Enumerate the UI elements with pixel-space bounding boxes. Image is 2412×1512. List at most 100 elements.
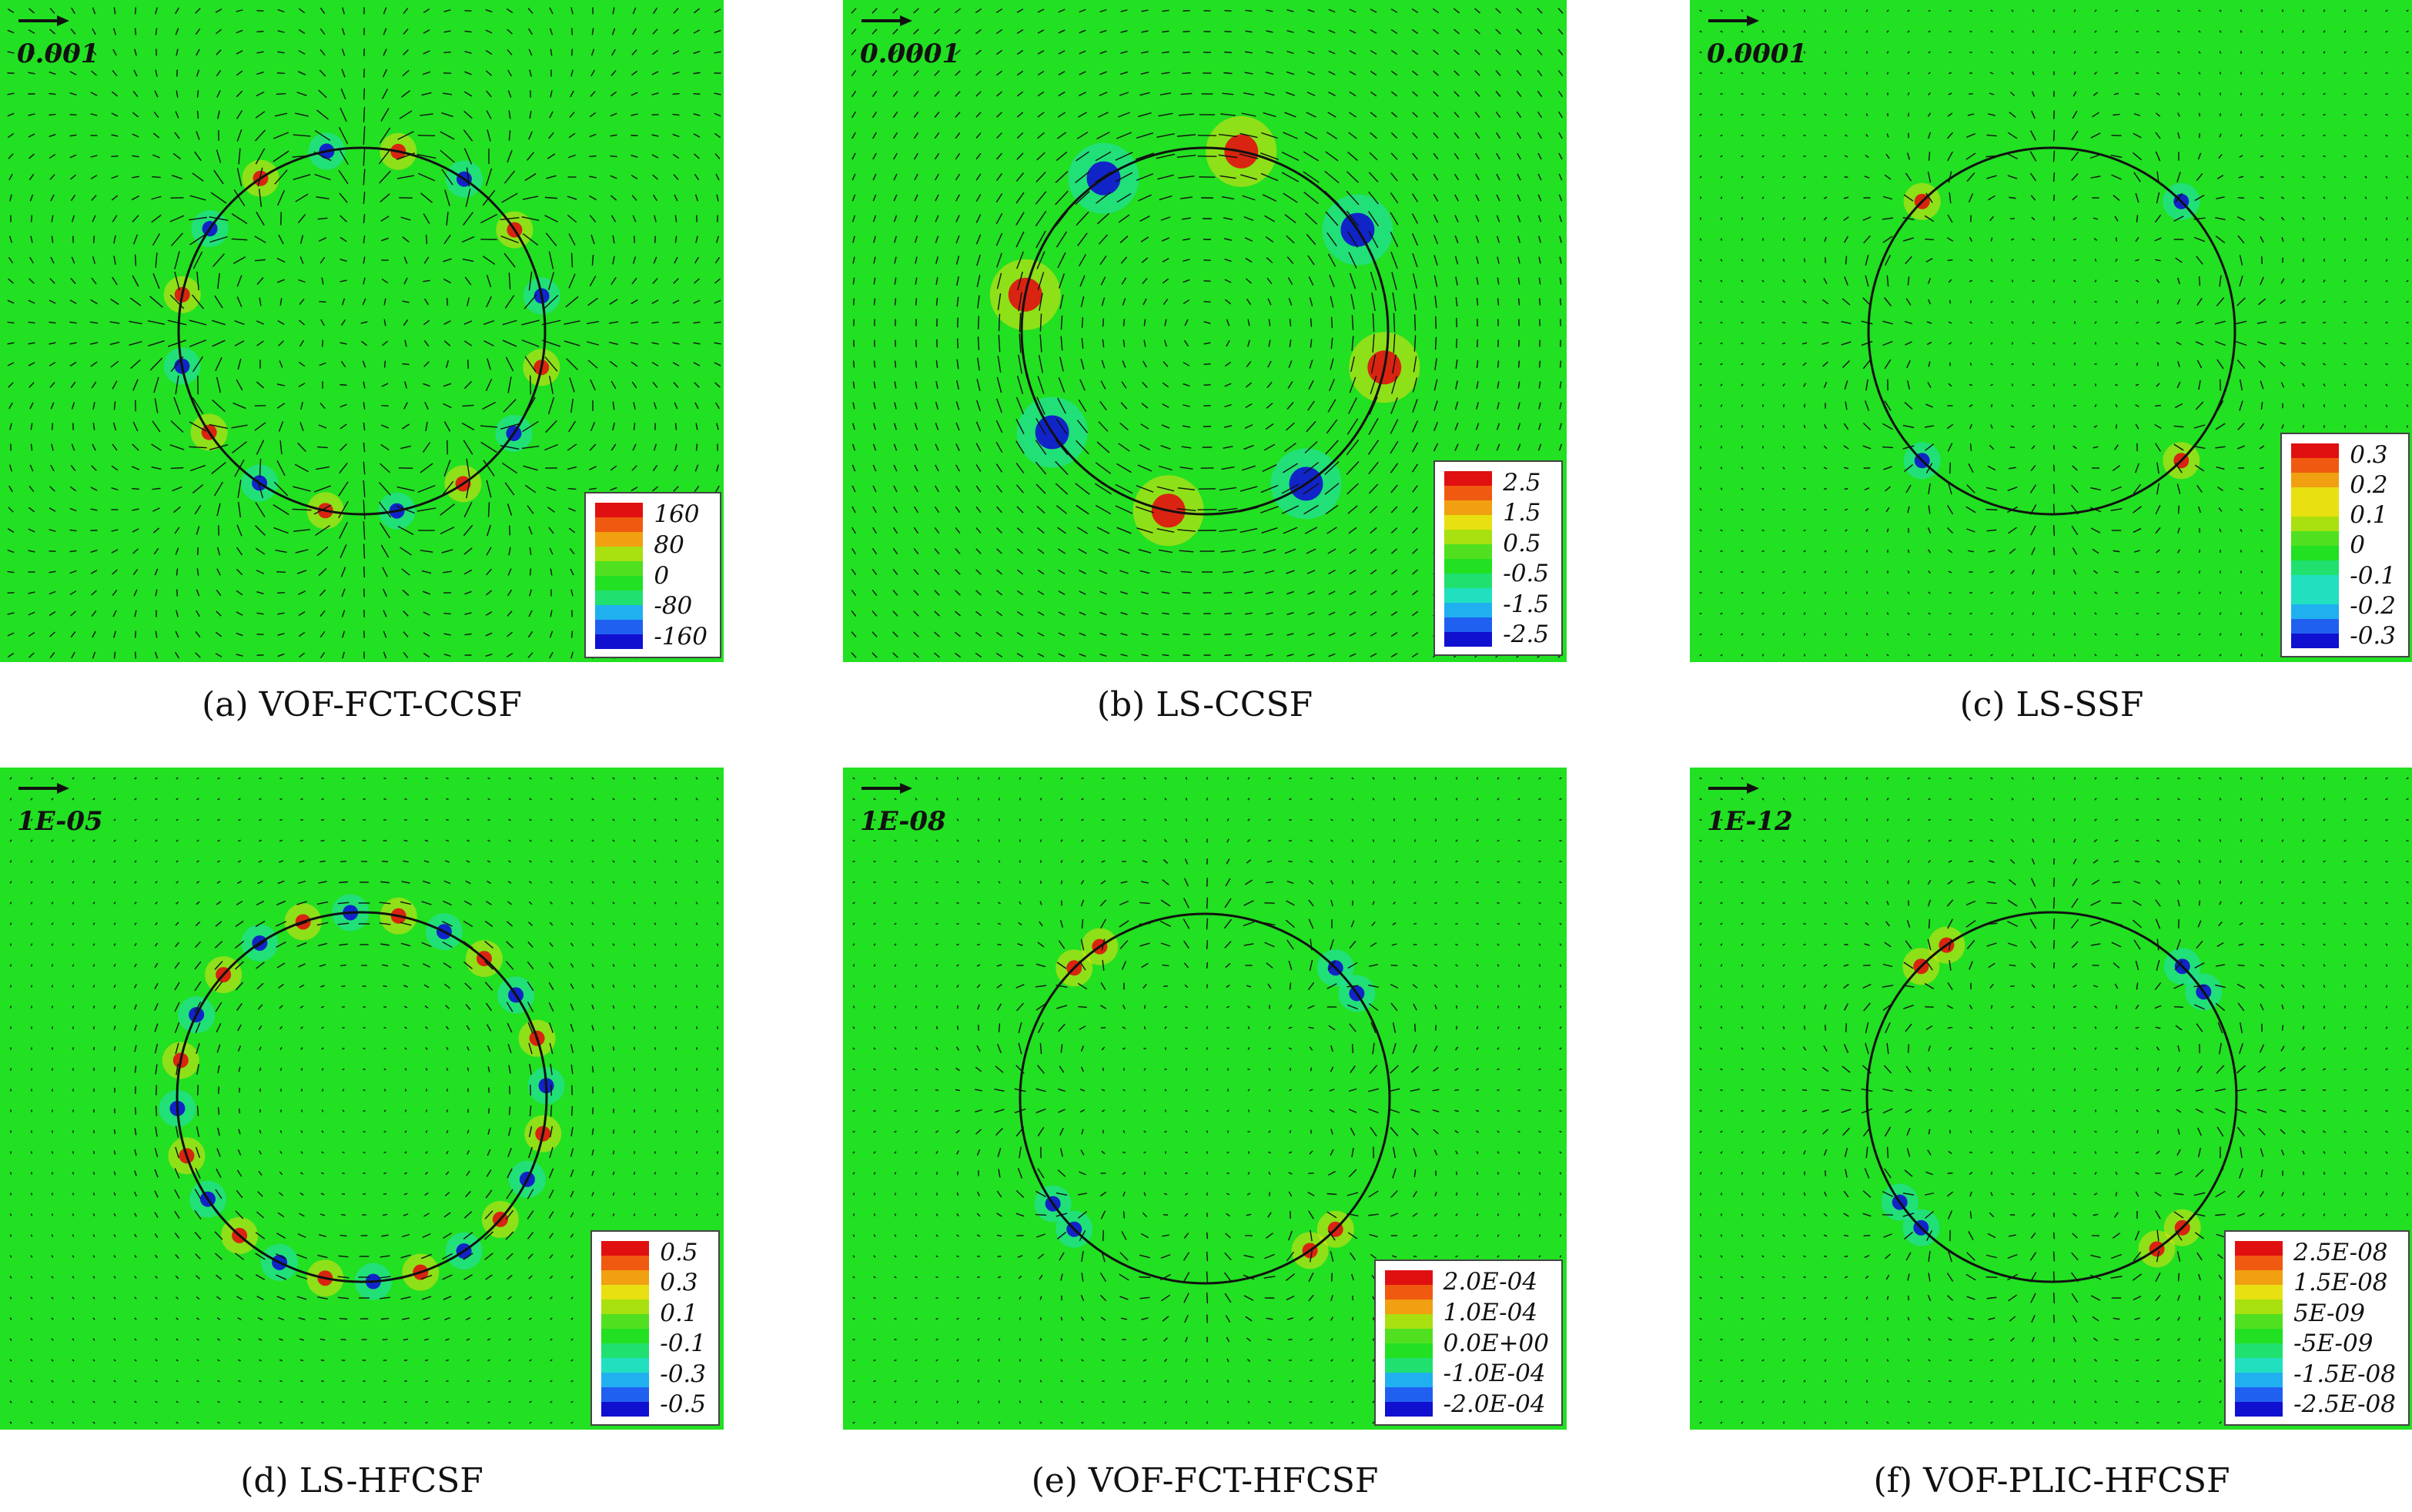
velocity-vector	[360, 340, 368, 346]
velocity-vector	[417, 484, 436, 493]
velocity-vector	[2279, 342, 2287, 345]
velocity-vector	[464, 982, 472, 990]
velocity-vector	[1393, 333, 1396, 353]
velocity-vector	[320, 1359, 325, 1362]
velocity-vector	[1286, 30, 1294, 33]
legend-swatch	[2291, 487, 2340, 502]
velocity-vector	[935, 443, 939, 451]
velocity-vector	[2364, 383, 2367, 386]
velocity-vector	[236, 379, 243, 391]
velocity-vector	[674, 215, 677, 222]
velocity-vector	[1120, 30, 1128, 33]
velocity-vector	[2011, 633, 2014, 636]
velocity-vector	[1413, 881, 1417, 884]
velocity-vector	[2177, 9, 2180, 12]
velocity-vector	[2094, 301, 2097, 303]
velocity-vector	[852, 423, 855, 430]
velocity-vector	[216, 376, 222, 393]
velocity-vector	[487, 1400, 490, 1403]
velocity-vector	[2115, 654, 2118, 657]
velocity-vector	[209, 423, 229, 430]
velocity-vector	[2198, 591, 2201, 594]
velocity-vector	[695, 943, 698, 946]
velocity-vector	[2113, 92, 2119, 95]
velocity-vector	[321, 1026, 324, 1029]
velocity-vector	[1100, 880, 1106, 885]
velocity-vector	[1330, 798, 1333, 801]
velocity-vector	[2237, 445, 2245, 450]
velocity-vector	[1906, 360, 1911, 369]
velocity-vector	[1558, 443, 1563, 451]
velocity-vector	[383, 1068, 386, 1071]
velocity-vector	[1225, 878, 1231, 887]
velocity-vector	[256, 381, 265, 389]
velocity-vector	[217, 1380, 220, 1383]
velocity-vector	[955, 49, 961, 55]
velocity-vector	[1411, 652, 1419, 658]
velocity-vector	[279, 839, 283, 842]
velocity-vector	[49, 570, 56, 574]
velocity-vector	[1411, 442, 1419, 453]
velocity-vector	[1823, 467, 1828, 470]
velocity-vector	[609, 360, 618, 368]
velocity-vector	[529, 1421, 532, 1424]
velocity-vector	[1823, 381, 1828, 389]
velocity-vector	[955, 215, 960, 222]
velocity-vector	[403, 402, 408, 410]
velocity-vector	[1268, 319, 1271, 326]
velocity-vector	[1138, 194, 1152, 202]
velocity-vector	[507, 568, 512, 576]
velocity-vector	[2364, 300, 2367, 303]
velocity-vector	[2073, 9, 2076, 12]
velocity-vector	[1372, 777, 1375, 780]
velocity-vector	[1413, 777, 1417, 780]
velocity-vector	[256, 570, 265, 574]
velocity-vector	[416, 507, 437, 512]
velocity-vector	[189, 195, 206, 201]
velocity-vector	[995, 212, 1003, 225]
velocity-vector	[1969, 342, 1972, 345]
velocity-vector	[1476, 881, 1479, 884]
velocity-vector	[913, 610, 919, 617]
velocity-vector	[507, 1274, 513, 1280]
velocity-vector	[319, 631, 326, 638]
velocity-vector	[92, 1421, 95, 1424]
velocity-vector	[485, 8, 493, 13]
velocity-vector	[851, 90, 857, 98]
velocity-vector	[716, 818, 719, 821]
velocity-vector	[363, 1089, 366, 1092]
velocity-vector	[1699, 363, 1702, 366]
velocity-vector	[216, 568, 221, 576]
velocity-vector	[422, 1233, 431, 1239]
velocity-vector	[1699, 404, 1702, 407]
velocity-vector	[236, 50, 243, 55]
velocity-vector	[1058, 653, 1065, 657]
velocity-vector	[2385, 343, 2388, 344]
velocity-vector	[611, 215, 617, 222]
velocity-vector	[612, 1025, 615, 1030]
velocity-vector	[1538, 277, 1541, 285]
velocity-vector	[1016, 590, 1024, 596]
velocity-vector	[2198, 654, 2201, 657]
velocity-vector	[196, 1275, 200, 1280]
velocity-vector	[2196, 360, 2203, 369]
velocity-vector	[214, 1231, 223, 1240]
velocity-vector	[1761, 196, 1765, 199]
velocity-vector	[653, 443, 657, 451]
velocity-vector	[258, 1170, 263, 1176]
velocity-vector	[1015, 172, 1025, 182]
velocity-vector	[549, 1275, 554, 1280]
velocity-vector	[714, 132, 721, 139]
velocity-vector	[380, 1317, 390, 1320]
velocity-vector	[278, 340, 284, 346]
velocity-vector	[631, 277, 637, 285]
velocity-vector	[955, 132, 961, 139]
velocity-vector	[1902, 216, 1915, 221]
velocity-vector	[592, 1107, 594, 1115]
velocity-vector	[956, 839, 959, 842]
velocity-vector	[155, 1338, 158, 1341]
velocity-vector	[196, 1400, 199, 1403]
velocity-vector	[134, 922, 137, 925]
velocity-vector	[174, 527, 180, 534]
velocity-vector	[1136, 527, 1153, 534]
